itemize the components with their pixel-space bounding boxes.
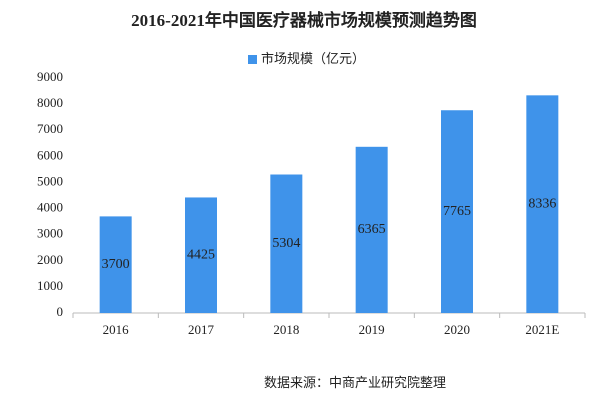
x-tick-label: 2016 [103, 322, 130, 337]
y-tick-label: 3000 [37, 226, 63, 241]
data-label: 4425 [187, 247, 215, 262]
y-tick-label: 4000 [37, 200, 63, 215]
y-tick-label: 0 [57, 304, 64, 319]
x-tick-label: 2019 [359, 322, 385, 337]
y-tick-label: 9000 [37, 69, 63, 84]
data-label: 7765 [443, 204, 471, 219]
x-tick-label: 2018 [273, 322, 299, 337]
x-tick-label: 2017 [188, 322, 215, 337]
source-note: 数据来源：中商产业研究院整理 [264, 375, 446, 390]
data-label: 6365 [358, 222, 386, 237]
bar [270, 174, 303, 313]
legend-label: 市场规模（亿元） [261, 51, 365, 66]
data-label: 8336 [528, 196, 556, 211]
bar [185, 197, 217, 313]
x-tick-label: 2020 [444, 322, 470, 337]
bar [441, 110, 473, 313]
bar [526, 95, 559, 314]
data-label: 5304 [272, 236, 300, 251]
y-tick-label: 6000 [37, 147, 63, 162]
chart-title: 2016-2021年中国医疗器械市场规模预测趋势图 [131, 10, 477, 30]
bar [99, 216, 132, 313]
legend-swatch [248, 55, 257, 64]
x-tick-label: 2021E [525, 322, 559, 337]
data-label: 3700 [102, 257, 130, 272]
bar [355, 146, 388, 313]
y-tick-label: 7000 [37, 121, 63, 136]
y-tick-label: 8000 [37, 95, 63, 110]
y-tick-label: 1000 [37, 278, 63, 293]
y-tick-label: 2000 [37, 252, 63, 267]
y-tick-label: 5000 [37, 173, 63, 188]
